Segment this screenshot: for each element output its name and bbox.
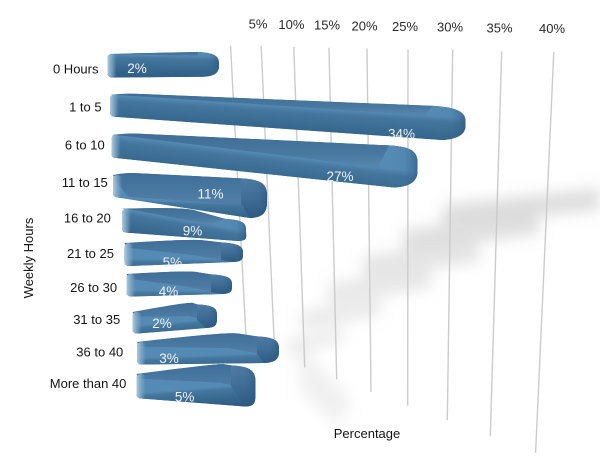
svg-text:5%: 5%	[163, 255, 183, 270]
svg-text:30%: 30%	[437, 20, 463, 35]
svg-text:35%: 35%	[486, 20, 512, 35]
svg-text:0 Hours: 0 Hours	[53, 62, 99, 77]
svg-text:2%: 2%	[152, 316, 172, 331]
svg-text:20%: 20%	[351, 18, 377, 33]
svg-text:Percentage: Percentage	[334, 426, 401, 441]
svg-text:34%: 34%	[388, 126, 415, 141]
svg-text:16 to 20: 16 to 20	[64, 211, 111, 226]
svg-text:9%: 9%	[183, 223, 203, 238]
svg-text:21 to 25: 21 to 25	[67, 246, 114, 261]
svg-text:6 to 10: 6 to 10	[65, 138, 105, 153]
svg-text:5%: 5%	[249, 16, 268, 31]
svg-text:5%: 5%	[175, 389, 195, 404]
svg-text:1 to 5: 1 to 5	[69, 100, 102, 115]
svg-text:31 to 35: 31 to 35	[73, 312, 120, 327]
svg-text:11 to 15: 11 to 15	[62, 175, 108, 190]
svg-text:40%: 40%	[539, 21, 565, 36]
svg-text:27%: 27%	[326, 169, 353, 184]
svg-text:15%: 15%	[314, 18, 340, 33]
svg-text:2%: 2%	[127, 61, 147, 76]
svg-text:25%: 25%	[392, 19, 418, 34]
svg-text:10%: 10%	[278, 17, 304, 32]
svg-text:11%: 11%	[197, 186, 223, 201]
svg-text:4%: 4%	[159, 284, 179, 299]
svg-text:Weekly Hours: Weekly Hours	[21, 217, 36, 298]
svg-text:3%: 3%	[159, 351, 179, 366]
svg-text:26 to 30: 26 to 30	[70, 280, 117, 295]
svg-text:36 to 40: 36 to 40	[76, 344, 123, 359]
svg-text:More than 40: More than 40	[50, 376, 127, 391]
